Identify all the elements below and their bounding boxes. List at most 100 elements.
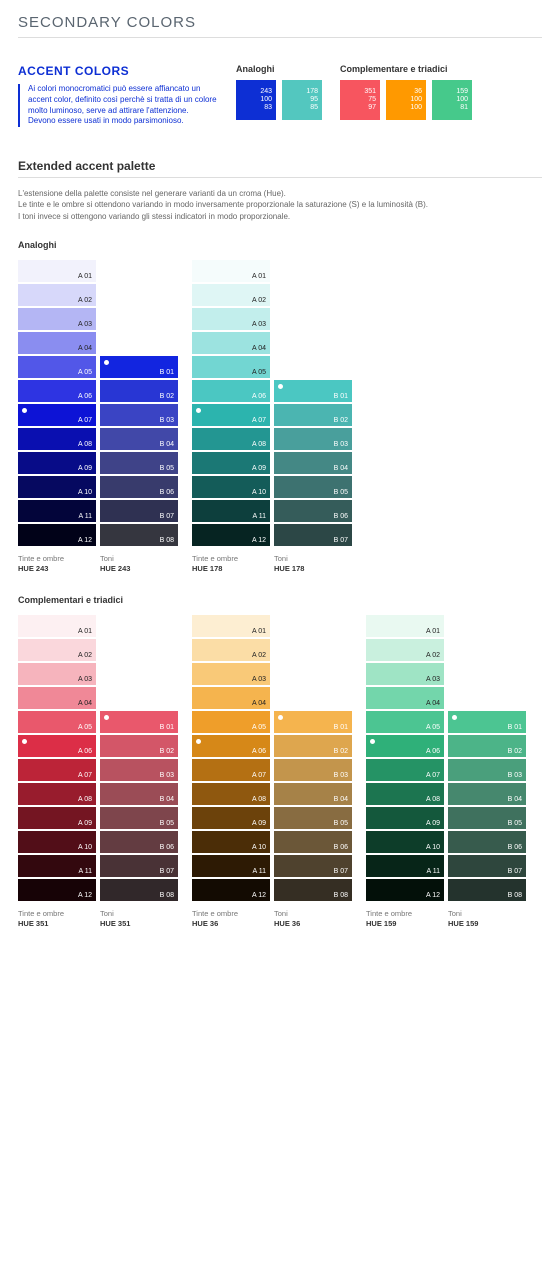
swatch: A 08	[18, 428, 96, 450]
swatch: B 02	[100, 380, 178, 402]
swatch: A 05	[18, 711, 96, 733]
column-label: Tinte e ombreHUE 36	[192, 909, 270, 929]
swatch: B 06	[448, 831, 526, 853]
swatch: A 01	[18, 615, 96, 637]
column-label: ToniHUE 36	[274, 909, 352, 929]
swatch: B 06	[100, 476, 178, 498]
group-label: Complementare e triadici	[340, 64, 472, 74]
swatch: B 05	[274, 807, 352, 829]
swatch: A 12	[18, 524, 96, 546]
swatch: A 01	[192, 615, 270, 637]
group-analoghi: Analoghi 243100831789585	[236, 64, 322, 127]
swatch: A 04	[192, 687, 270, 709]
swatch: A 03	[192, 663, 270, 685]
extended-description: L'estensione della palette consiste nel …	[18, 188, 542, 222]
swatch: B 08	[274, 879, 352, 901]
swatch: B 01	[274, 711, 352, 733]
swatch: B 01	[274, 380, 352, 402]
swatch: A 01	[18, 260, 96, 282]
column-label: ToniHUE 243	[100, 554, 178, 574]
swatch: A 02	[192, 639, 270, 661]
swatch: B 02	[274, 404, 352, 426]
accent-header: ACCENT COLORS Ai colori monocromatici pu…	[18, 64, 542, 127]
swatch: B 07	[274, 524, 352, 546]
swatch: B 04	[274, 452, 352, 474]
swatch: A 11	[192, 855, 270, 877]
swatch: A 09	[192, 452, 270, 474]
swatch: A 05	[18, 356, 96, 378]
swatch: B 08	[448, 879, 526, 901]
swatch: A 01	[192, 260, 270, 282]
swatch: A 02	[18, 639, 96, 661]
swatch: B 03	[448, 759, 526, 781]
swatch: B 04	[100, 428, 178, 450]
swatch: B 02	[274, 735, 352, 757]
swatch: B 03	[100, 759, 178, 781]
swatch: A 10	[18, 476, 96, 498]
swatch: A 06	[366, 735, 444, 757]
swatch: B 03	[274, 428, 352, 450]
swatch: A 12	[18, 879, 96, 901]
accent-title: ACCENT COLORS	[18, 64, 218, 78]
swatch: A 04	[192, 332, 270, 354]
swatch: A 05	[192, 711, 270, 733]
swatch: B 06	[100, 831, 178, 853]
swatch: B 03	[100, 404, 178, 426]
swatch: A 08	[366, 783, 444, 805]
swatch: A 08	[192, 428, 270, 450]
swatch: A 06	[18, 735, 96, 757]
swatch: A 09	[18, 807, 96, 829]
swatch: B 04	[448, 783, 526, 805]
swatch: A 10	[366, 831, 444, 853]
page-title: SECONDARY COLORS	[18, 14, 542, 38]
swatch: B 02	[448, 735, 526, 757]
color-chip: 3517597	[340, 80, 380, 120]
swatch: A 04	[18, 687, 96, 709]
color-chip: 15910081	[432, 80, 472, 120]
swatch: A 12	[192, 879, 270, 901]
swatch: B 08	[100, 524, 178, 546]
swatch: B 07	[274, 855, 352, 877]
accent-description: Ai colori monocromatici può essere affia…	[18, 84, 218, 127]
swatch: B 07	[100, 855, 178, 877]
swatch: A 09	[192, 807, 270, 829]
swatch: A 07	[18, 404, 96, 426]
swatch: A 10	[18, 831, 96, 853]
swatch: A 09	[366, 807, 444, 829]
extended-title: Extended accent palette	[18, 159, 542, 178]
swatch: A 02	[366, 639, 444, 661]
swatch: B 05	[100, 452, 178, 474]
swatch: B 01	[100, 356, 178, 378]
swatch: A 03	[192, 308, 270, 330]
swatch: A 12	[192, 524, 270, 546]
swatch: A 10	[192, 831, 270, 853]
swatch: A 04	[18, 332, 96, 354]
swatch: B 05	[100, 807, 178, 829]
swatch: A 11	[18, 855, 96, 877]
swatch: B 05	[274, 476, 352, 498]
swatch: B 01	[100, 711, 178, 733]
swatch: B 03	[274, 759, 352, 781]
column-label: ToniHUE 159	[448, 909, 526, 929]
swatch: B 05	[448, 807, 526, 829]
swatch: A 07	[192, 759, 270, 781]
column-label: Tinte e ombreHUE 243	[18, 554, 96, 574]
column-label: Tinte e ombreHUE 159	[366, 909, 444, 929]
column-label: Tinte e ombreHUE 178	[192, 554, 270, 574]
swatch: B 02	[100, 735, 178, 757]
swatch: A 06	[18, 380, 96, 402]
section-title: Complementari e triadici	[18, 595, 542, 605]
swatch: A 06	[192, 735, 270, 757]
swatch: A 09	[18, 452, 96, 474]
swatch: B 07	[100, 500, 178, 522]
swatch: A 08	[18, 783, 96, 805]
group-complementare: Complementare e triadici 351759736100100…	[340, 64, 472, 127]
swatch: A 07	[18, 759, 96, 781]
swatch: A 03	[366, 663, 444, 685]
swatch: A 02	[192, 284, 270, 306]
swatch: A 12	[366, 879, 444, 901]
column-label: Tinte e ombreHUE 351	[18, 909, 96, 929]
swatch: A 07	[366, 759, 444, 781]
swatch: B 08	[100, 879, 178, 901]
swatch: A 10	[192, 476, 270, 498]
